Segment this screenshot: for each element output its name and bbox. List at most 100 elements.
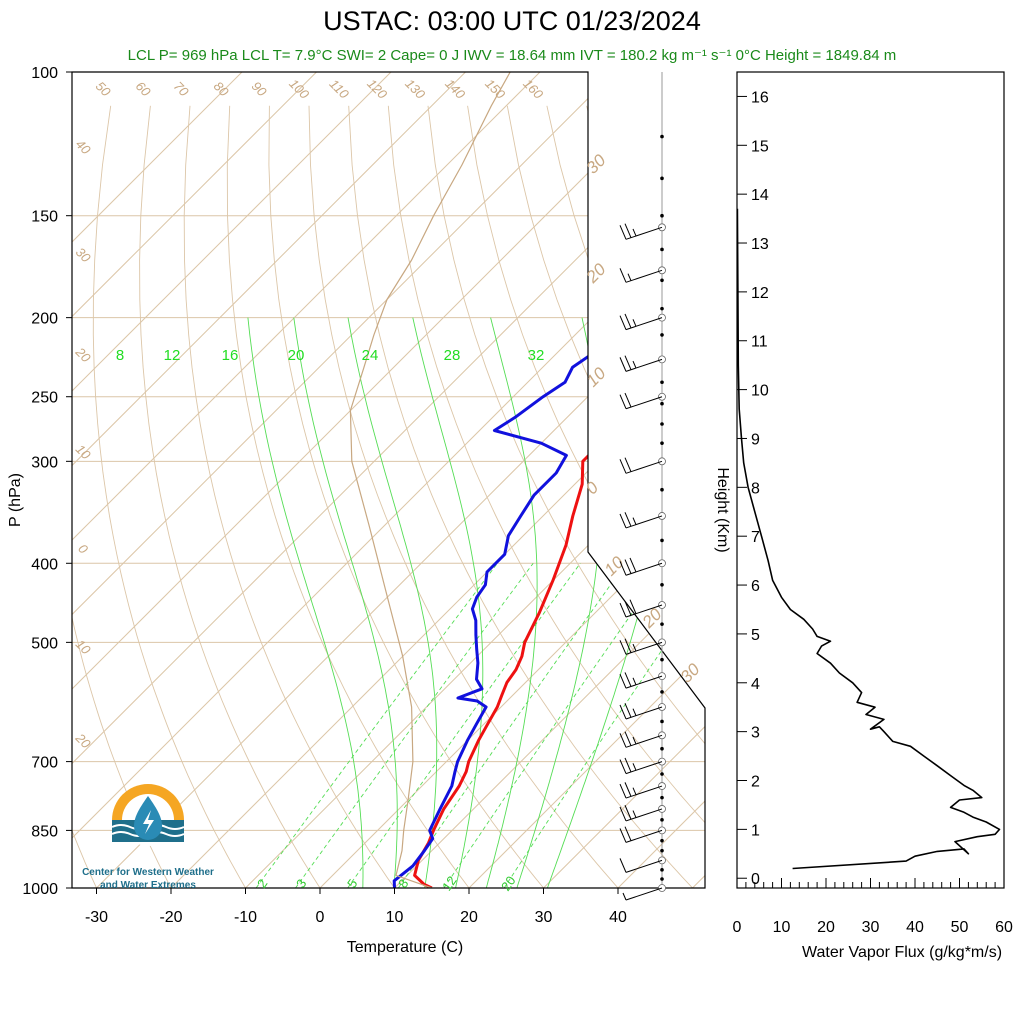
barb-flag — [624, 313, 632, 329]
barb-level-dot — [660, 422, 664, 426]
barb-flag — [624, 826, 632, 841]
barb-level-dot — [660, 622, 664, 626]
barb-flag — [624, 223, 632, 238]
barb-flag — [624, 805, 632, 820]
barb-half-flag — [632, 319, 637, 327]
barb-shaft — [625, 808, 663, 822]
barb-flag — [619, 225, 627, 240]
barb-flag — [624, 559, 632, 574]
barb-shaft — [625, 829, 663, 843]
dry-adiabat-line — [139, 105, 332, 888]
barb-level-dot — [660, 868, 664, 872]
isotherm-side-label: 0 — [75, 541, 91, 557]
barb-level-dot — [660, 247, 664, 252]
barb-shaft — [625, 859, 663, 873]
dry-adiabat-line — [785, 106, 1024, 906]
parcel-line — [349, 72, 511, 888]
wind-barbs — [619, 72, 666, 901]
barb-flag — [624, 355, 632, 370]
wind-barb — [619, 266, 666, 283]
flux-x-tick-label: 40 — [906, 919, 924, 936]
dry-adiabat-line — [745, 106, 1024, 906]
isotherm-line — [72, 72, 541, 888]
isotherm-right-label: 10 — [583, 363, 610, 390]
barb-flag — [619, 783, 627, 799]
wind-barb — [619, 557, 666, 576]
flux-x-tick-label: 0 — [733, 919, 742, 936]
barb-flag — [619, 828, 627, 843]
barb-half-flag — [632, 360, 637, 369]
mixing-ratio-top-label: 16 — [222, 347, 239, 364]
isotherm-top-label: 110 — [327, 76, 353, 102]
wind-barb — [619, 599, 666, 618]
flux-x-tick-label: 30 — [862, 919, 880, 936]
isotherm-top-label: 140 — [442, 76, 468, 102]
dry-adiabat-line — [586, 105, 705, 888]
y-tick-label: 300 — [31, 454, 58, 471]
flux-y-tick-label: 14 — [751, 187, 769, 204]
isotherm-top-label: 120 — [364, 76, 390, 102]
temperature-line — [413, 214, 705, 888]
barb-flag — [624, 601, 632, 616]
barb-flag — [624, 638, 632, 653]
barb-shaft — [625, 460, 663, 474]
dry-adiabat-line — [348, 105, 705, 888]
mixing-ratio-top-label: 28 — [444, 347, 461, 364]
flux-y-tick-label: 8 — [751, 480, 760, 497]
barb-flag — [629, 557, 637, 573]
dry-adiabat-line — [268, 105, 559, 888]
y-tick-label: 400 — [31, 556, 58, 573]
barb-flag — [624, 757, 632, 773]
barb-flag — [619, 459, 627, 474]
barb-shaft — [625, 562, 663, 576]
moist-adiabat-line — [247, 317, 364, 888]
y-tick-label: 100 — [31, 65, 58, 82]
barb-flag — [619, 806, 627, 822]
isotherm-top-label: 160 — [520, 76, 546, 102]
dry-adiabat-line — [387, 105, 705, 888]
isotherm-side-label: 20 — [72, 344, 94, 366]
y-tick-label: 500 — [31, 635, 58, 652]
barb-level-dot — [660, 746, 664, 751]
barb-half-flag — [632, 810, 637, 818]
flux-y-tick-label: 5 — [751, 627, 760, 644]
moist-adiabat-line — [481, 317, 538, 888]
y-tick-label: 200 — [31, 311, 58, 328]
flux-x-tick-label: 50 — [951, 919, 969, 936]
isotherm-side-label: 40 — [73, 136, 94, 157]
isotherm-top-label: 150 — [482, 76, 508, 102]
dry-adiabat-line — [467, 105, 705, 888]
mixing-ratio-bottom-label: 12 — [439, 873, 460, 893]
barb-flag — [619, 394, 627, 409]
barb-level-dot — [660, 848, 664, 853]
barb-flag — [619, 268, 627, 283]
dry-adiabat-line — [72, 105, 106, 888]
barb-shaft — [625, 317, 663, 331]
isotherm-side-label: 20 — [72, 730, 94, 752]
isotherm-side-label: 10 — [73, 441, 94, 462]
isotherm-top-label: 60 — [133, 78, 154, 99]
barb-flag — [624, 392, 632, 408]
moist-adiabat-line — [412, 317, 484, 888]
barb-half-flag — [622, 892, 627, 901]
cw3e-logo: Center for Western Weather and Water Ext… — [82, 784, 214, 891]
isotherm-line — [72, 72, 690, 888]
flux-y-tick-label: 3 — [751, 725, 760, 742]
barb-level-dot — [660, 538, 664, 543]
flux-x-tick-label: 60 — [995, 919, 1013, 936]
barb-shaft — [625, 358, 663, 372]
barb-shaft — [625, 226, 663, 240]
barb-half-flag — [632, 517, 637, 525]
barb-shaft — [625, 396, 663, 410]
isotherm-side-label: 10 — [73, 636, 94, 657]
moist-adiabat-line — [293, 317, 398, 888]
barb-shaft — [625, 604, 663, 618]
barb-flag — [619, 640, 627, 655]
flux-y-tick-label: 1 — [751, 822, 760, 839]
flux-y-axis-label: Height (Km) — [714, 467, 731, 552]
barb-shaft — [625, 761, 663, 775]
y-tick-label: 250 — [31, 390, 58, 407]
barb-half-flag — [632, 787, 637, 795]
isotherm-line — [617, 72, 705, 888]
